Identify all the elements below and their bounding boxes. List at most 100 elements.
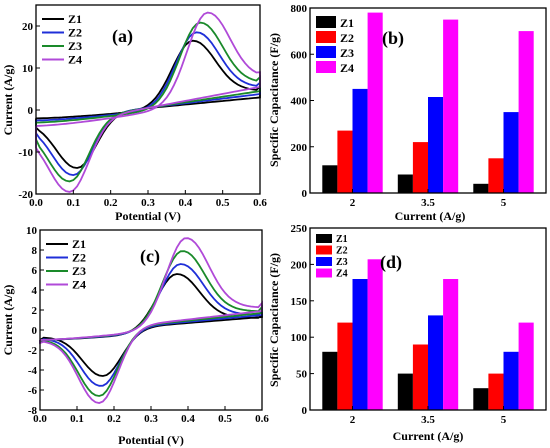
y-tick-label: -6: [28, 385, 38, 397]
panel-d-bars: [322, 259, 534, 410]
bar-z3-5: [503, 351, 519, 410]
legend-label-z4: Z4: [340, 61, 354, 75]
y-tick-label: -8: [28, 405, 38, 417]
bar-z1-5: [473, 388, 489, 410]
panel-c-xlabel: Potential (V): [118, 433, 184, 447]
legend-label-z3: Z3: [340, 46, 354, 60]
bar-z4-2: [367, 12, 383, 193]
y-tick-label: 600: [291, 49, 308, 61]
legend-label-z4: Z4: [68, 53, 82, 67]
panel-a-axes: 0.0 0.1 0.2 0.3 0.4 0.5 0.6 -20 -10 0 10 20: [18, 21, 267, 209]
bar-z4-5: [518, 31, 534, 193]
y-tick-label: 800: [291, 3, 308, 15]
y-tick-label: -2: [28, 345, 38, 357]
x-tick-label: 2: [350, 197, 356, 209]
y-tick-label: -20: [18, 189, 33, 201]
legend-label-z1: Z1: [72, 237, 86, 251]
y-tick-label: 0: [28, 105, 34, 117]
bar-z1-3.5: [397, 373, 413, 410]
bar-z2-2: [337, 130, 353, 193]
x-tick-label: 2: [350, 414, 356, 426]
legend-swatch-z1: [316, 16, 336, 28]
legend-label-z3: Z3: [68, 39, 82, 53]
panel-c-label: (c): [140, 246, 160, 267]
legend-label-z2: Z2: [68, 26, 82, 40]
x-tick-label: 0.2: [104, 197, 118, 209]
x-tick-label: 0.0: [33, 413, 47, 425]
y-tick-label: 100: [291, 332, 308, 344]
legend-swatch-z4: [316, 61, 336, 73]
legend-label-z1: Z1: [68, 12, 82, 26]
x-tick-label: 0.5: [216, 197, 230, 209]
y-tick-label: 10: [26, 225, 38, 237]
bar-z2-3.5: [412, 344, 428, 410]
panel-a: 0.0 0.1 0.2 0.3 0.4 0.5 0.6 -20 -10 0 10 20 (a) Pot…: [1, 4, 267, 223]
legend-label-z3: Z3: [336, 257, 348, 268]
x-tick-label: 0.0: [29, 197, 43, 209]
panel-d-label: (d): [380, 252, 402, 273]
legend-swatch-z2: [316, 31, 336, 43]
y-tick-label: 0: [302, 188, 308, 200]
bar-z3-2: [352, 279, 368, 410]
bar-z3-3.5: [428, 97, 444, 193]
panel-c-axes: 0.0 0.1 0.2 0.3 0.4 0.5 0.6 -8 -6 -4 -2 0 2 4 6 8 10: [26, 225, 269, 425]
panel-d-xlabel: Current (A/g): [393, 429, 464, 443]
bar-z1-5: [473, 183, 489, 194]
bar-z3-5: [503, 112, 519, 193]
legend-label-z2: Z2: [340, 31, 354, 45]
bar-z2-3.5: [412, 142, 428, 193]
legend-label-z2: Z2: [72, 251, 86, 265]
panel-a-xlabel: Potential (V): [115, 209, 181, 223]
y-tick-label: 50: [296, 369, 308, 381]
panel-c: 0.0 0.1 0.2 0.3 0.4 0.5 0.6 -8 -6 -4 -2 0 2 4 6 8 10 (c)…: [1, 225, 269, 447]
bar-z2-2: [337, 322, 353, 410]
y-tick-label: 150: [291, 296, 308, 308]
bar-z4-3.5: [443, 279, 459, 410]
bar-z1-2: [322, 165, 338, 194]
x-tick-label: 0.6: [255, 413, 269, 425]
x-tick-label: 3.5: [421, 414, 435, 426]
bar-z2-5: [488, 158, 504, 193]
legend-label-z1: Z1: [336, 234, 348, 245]
bar-z2-5: [488, 373, 504, 410]
bar-z3-2: [352, 88, 368, 193]
panel-c-ylabel: Current (A/g): [1, 285, 15, 356]
y-tick-label: 8: [32, 245, 38, 257]
x-tick-label: 0.6: [253, 197, 267, 209]
y-tick-label: 250: [291, 223, 308, 235]
y-tick-label: 0: [32, 325, 38, 337]
y-tick-label: 0: [302, 405, 308, 417]
panel-a-ylabel: Current (A/g): [1, 65, 15, 136]
legend-swatch-z3: [316, 46, 336, 58]
bar-z4-5: [518, 322, 534, 410]
y-tick-label: 400: [291, 96, 308, 108]
x-tick-label: 0.1: [70, 413, 84, 425]
panel-a-label: (a): [112, 26, 133, 47]
bar-z1-3.5: [397, 174, 413, 193]
y-tick-label: 2: [32, 305, 38, 317]
legend-label-z2: Z2: [336, 246, 348, 257]
bar-z3-3.5: [428, 315, 444, 410]
x-tick-label: 0.3: [144, 413, 158, 425]
x-tick-label: 0.2: [107, 413, 121, 425]
y-tick-label: 4: [32, 285, 38, 297]
y-tick-label: 20: [22, 21, 34, 33]
legend-label-z3: Z3: [72, 264, 86, 278]
y-tick-label: -10: [18, 147, 33, 159]
y-tick-label: 6: [32, 265, 38, 277]
panel-b-axes: 2 3.5 5 0 200 400 600 800: [291, 3, 507, 209]
panel-b-label: (b): [382, 28, 404, 49]
x-tick-label: 0.3: [141, 197, 155, 209]
y-tick-label: 200: [291, 259, 308, 271]
x-tick-label: 0.4: [178, 197, 192, 209]
x-tick-label: 5: [501, 414, 507, 426]
panel-d-ylabel: Specific Capacitance (F/g): [267, 253, 281, 387]
panel-b: 2 3.5 5 0 200 400 600 800 (b) Current (A/g) Spe…: [267, 3, 547, 223]
bar-z4-3.5: [443, 19, 459, 193]
